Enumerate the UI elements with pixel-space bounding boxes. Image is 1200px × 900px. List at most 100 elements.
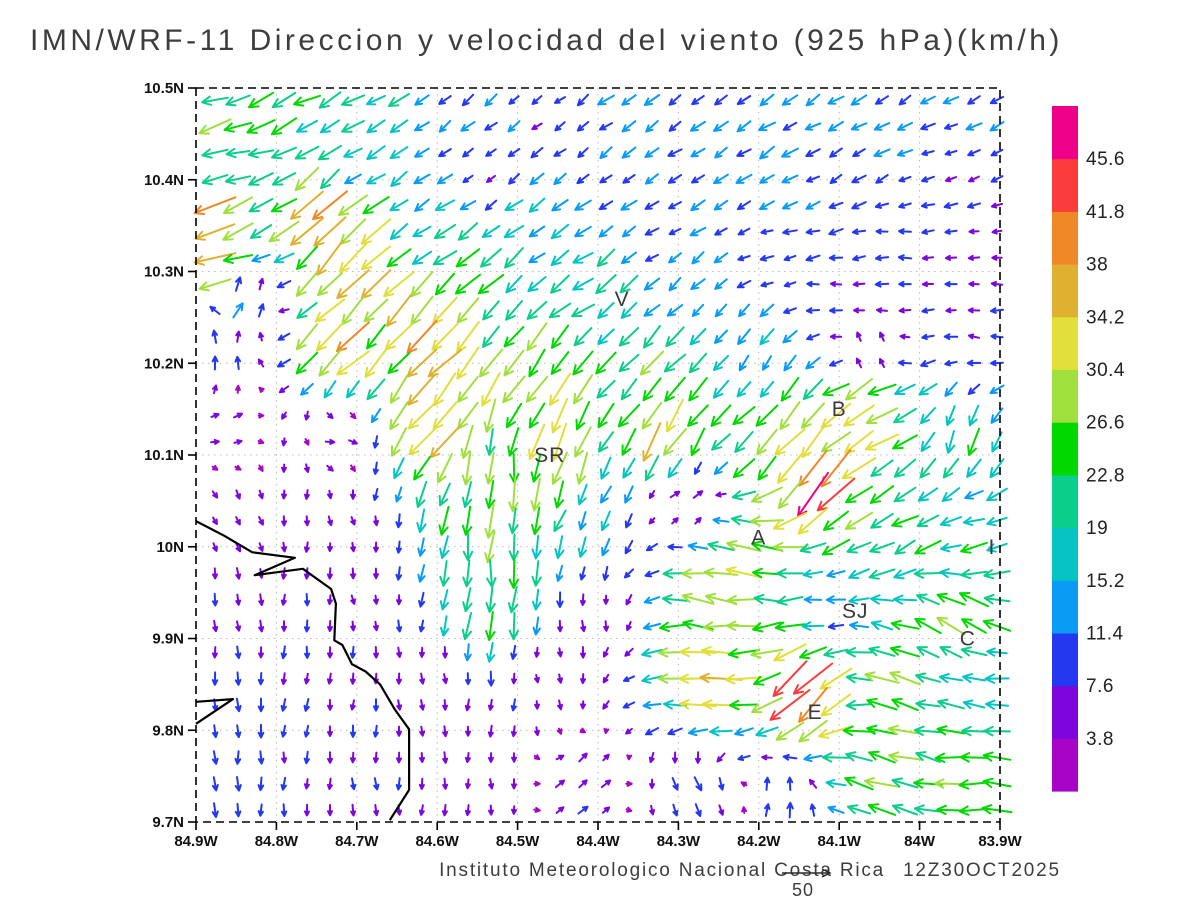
wind-arrow [551, 422, 568, 461]
wind-arrow [303, 778, 310, 790]
wind-arrow [750, 648, 784, 659]
wind-arrow [667, 174, 683, 184]
lon-tick-label: 84.6W [416, 833, 460, 850]
wind-arrow [505, 300, 523, 321]
wind-arrow [896, 149, 914, 157]
wind-arrow [211, 592, 219, 607]
wind-arrow [193, 196, 237, 215]
wind-arrow [667, 543, 683, 551]
wind-arrow [303, 438, 310, 446]
wind-arrow [772, 660, 808, 697]
wind-arrow [350, 489, 356, 500]
wind-arrow [508, 533, 519, 561]
wind-arrow [667, 148, 683, 157]
wind-arrow [465, 778, 471, 790]
lat-tick-label: 9.8N [152, 722, 184, 739]
wind-arrow [805, 228, 821, 236]
wind-arrow [772, 541, 808, 553]
wind-arrow [782, 753, 798, 761]
wind-arrow [672, 803, 679, 817]
wind-arrow [786, 801, 794, 819]
colorbar-label: 11.4 [1086, 624, 1124, 645]
wind-arrow [211, 490, 219, 499]
wind-arrow [916, 514, 940, 528]
wind-arrow [257, 358, 265, 368]
wind-arrow [336, 321, 370, 353]
wind-arrow [966, 458, 982, 478]
wind-arrow [529, 172, 545, 186]
wind-arrow [534, 726, 540, 737]
wind-arrow [781, 174, 799, 184]
wind-arrow [557, 699, 563, 711]
wind-arrow [893, 458, 917, 478]
wind-arrow [891, 777, 919, 789]
wind-arrow [694, 517, 702, 525]
wind-arrow [457, 222, 479, 241]
wind-arrow [783, 307, 797, 315]
wind-arrow [820, 449, 852, 488]
wind-arrow [387, 351, 411, 375]
wind-arrow [844, 511, 874, 530]
wind-arrow [280, 698, 287, 712]
wind-arrow [732, 458, 756, 479]
wind-arrow [681, 592, 715, 605]
wind-arrow [870, 512, 894, 529]
wind-arrow [257, 412, 265, 419]
wind-arrow [396, 672, 402, 685]
wind-arrow [727, 648, 761, 659]
wind-arrow [389, 119, 409, 134]
wind-arrow [621, 120, 637, 133]
wind-arrow [821, 538, 851, 556]
wind-arrow [303, 567, 310, 580]
wind-arrow [276, 358, 292, 368]
wind-arrow [281, 489, 287, 500]
wind-arrow [504, 199, 524, 212]
wind-arrow [718, 804, 725, 816]
wind-arrow [280, 776, 287, 791]
wind-arrow [296, 245, 318, 270]
wind-arrow [917, 487, 939, 502]
wind-arrow [819, 667, 853, 690]
wind-arrow [845, 485, 873, 504]
city-label-v: V [615, 288, 630, 311]
wind-arrow [737, 227, 751, 236]
wind-arrow [304, 645, 311, 659]
wind-arrow [620, 301, 638, 319]
wind-arrow [432, 401, 458, 430]
wind-arrow [852, 281, 866, 288]
wind-arrow [679, 699, 717, 710]
wind-arrow [257, 438, 265, 445]
wind-arrow [327, 515, 333, 527]
wind-arrow [280, 724, 287, 738]
wind-arrow [643, 94, 661, 106]
wind-arrow [415, 480, 428, 509]
wind-arrow [618, 326, 640, 347]
wind-arrow [339, 218, 367, 245]
wind-arrow [534, 674, 540, 684]
wind-arrow [891, 698, 919, 712]
wind-arrow [247, 148, 275, 159]
wind-arrow [601, 806, 611, 814]
wind-arrow [736, 381, 752, 398]
wind-arrow [943, 202, 959, 209]
wind-arrow [530, 477, 541, 512]
wind-arrow [304, 410, 310, 421]
wind-arrow [294, 166, 320, 191]
wind-arrow [805, 200, 821, 210]
wind-arrow [990, 359, 1004, 367]
wind-arrow [246, 119, 276, 134]
wind-arrow [829, 173, 843, 184]
wind-arrow [645, 253, 659, 262]
wind-arrow [485, 480, 496, 509]
city-label-c: C [960, 628, 976, 651]
wind-arrow [759, 254, 775, 262]
wind-arrow [414, 94, 430, 106]
wind-arrow [531, 560, 542, 587]
wind-arrow [944, 176, 958, 183]
wind-arrow [464, 698, 471, 712]
wind-arrow [410, 295, 434, 326]
wind-arrow [530, 453, 542, 483]
wind-arrow [624, 647, 634, 657]
wind-arrow [986, 647, 1008, 657]
wind-arrow [798, 719, 828, 743]
